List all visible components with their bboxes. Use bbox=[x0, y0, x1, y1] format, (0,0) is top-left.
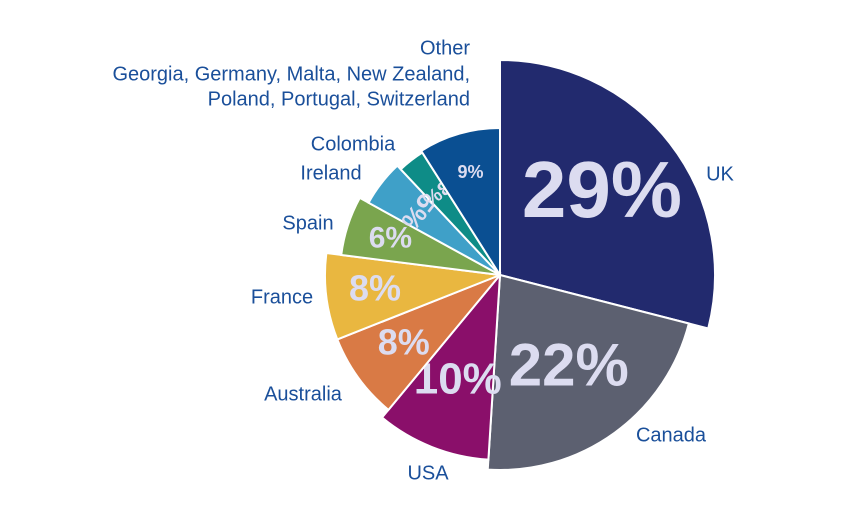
category-label: USA bbox=[407, 462, 449, 484]
value-label: 9% bbox=[457, 162, 483, 182]
pie-slice bbox=[324, 251, 501, 341]
other-detail: Georgia, Germany, Malta, New Zealand, bbox=[112, 63, 470, 85]
category-label: UK bbox=[706, 163, 734, 185]
pie-slice bbox=[340, 196, 501, 276]
value-label: 29% bbox=[522, 145, 682, 234]
pie-slice bbox=[486, 273, 691, 471]
category-label: Ireland bbox=[300, 162, 361, 184]
pie-slice bbox=[367, 164, 501, 276]
value-label: 22% bbox=[509, 331, 629, 398]
category-label: France bbox=[251, 286, 313, 308]
category-label: Australia bbox=[264, 383, 343, 405]
category-label: Canada bbox=[636, 424, 707, 446]
value-label: 8% bbox=[378, 321, 430, 362]
category-label: Spain bbox=[282, 212, 333, 234]
pie-slice bbox=[499, 58, 716, 330]
other-detail: Poland, Portugal, Switzerland bbox=[208, 88, 470, 110]
pie-slice bbox=[380, 271, 502, 461]
value-label: 8% bbox=[349, 267, 401, 308]
pie-slice bbox=[419, 126, 501, 279]
value-label: 6% bbox=[369, 221, 412, 254]
category-label: Colombia bbox=[311, 133, 396, 155]
category-label: Other bbox=[420, 37, 470, 59]
